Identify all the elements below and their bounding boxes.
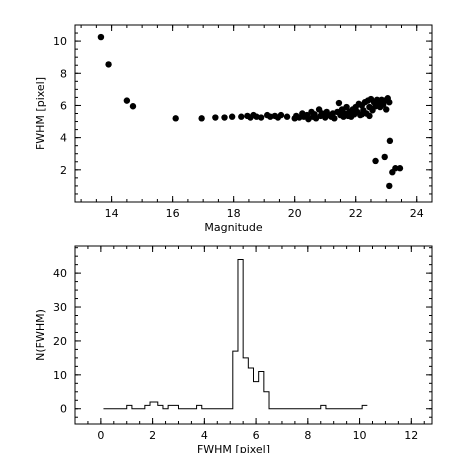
- data-point: [331, 115, 338, 122]
- data-point: [238, 113, 245, 120]
- y-tick-label: 20: [53, 335, 67, 348]
- x-tick-label: 4: [201, 429, 208, 442]
- data-point: [392, 165, 399, 172]
- data-point: [198, 115, 205, 122]
- data-point: [172, 115, 179, 122]
- y-tick-label: 8: [60, 67, 67, 80]
- y-tick-label: 10: [53, 35, 67, 48]
- data-point: [129, 103, 137, 110]
- data-point: [228, 113, 236, 120]
- y-tick-label: 30: [53, 301, 67, 314]
- data-point: [123, 97, 131, 104]
- data-point: [257, 114, 265, 121]
- y-axis-title: FWHM [pixel]: [34, 77, 47, 150]
- y-tick-label: 10: [53, 369, 67, 382]
- x-tick-label: 12: [404, 429, 418, 442]
- data-point: [105, 61, 112, 68]
- data-point: [335, 99, 343, 107]
- x-tick-label: 22: [349, 207, 363, 220]
- y-axis-title: N(FWHM): [34, 309, 47, 361]
- y-tick-label: 2: [60, 164, 67, 177]
- x-tick-label: 10: [353, 429, 367, 442]
- data-point: [277, 111, 285, 119]
- histogram-line: [103, 259, 368, 410]
- data-point: [372, 157, 379, 165]
- x-tick-label: 0: [97, 429, 104, 442]
- x-tick-label: 18: [227, 207, 241, 220]
- data-point: [386, 182, 393, 190]
- x-tick-label: 24: [410, 207, 424, 220]
- y-tick-label: 6: [60, 99, 67, 112]
- y-tick-label: 0: [60, 403, 67, 416]
- plot-frame: [74, 245, 433, 425]
- data-point: [283, 113, 291, 120]
- x-tick-label: 2: [149, 429, 156, 442]
- y-tick-label: 4: [60, 132, 67, 145]
- y-tick-label: 40: [53, 267, 67, 280]
- x-tick-label: 14: [105, 207, 119, 220]
- data-point: [381, 153, 388, 161]
- x-tick-label: 8: [304, 429, 311, 442]
- data-point: [358, 111, 366, 118]
- data-point: [366, 112, 373, 120]
- x-tick-label: 6: [253, 429, 260, 442]
- data-point: [97, 33, 105, 41]
- data-point: [396, 165, 404, 172]
- data-point: [383, 106, 390, 113]
- x-axis-title: Magnitude: [204, 221, 263, 234]
- x-axis-title: FWHM [pixel]: [197, 443, 270, 453]
- data-point: [386, 99, 393, 106]
- fwhm-histogram: 0 2 4 6 8 10 12 0 10 20 30 40 FWHM [pixel] N(FWHM): [34, 245, 433, 453]
- data-point: [343, 103, 350, 111]
- data-point: [221, 114, 228, 121]
- data-point: [212, 114, 219, 121]
- data-point: [386, 137, 394, 145]
- x-tick-label: 20: [288, 207, 302, 220]
- x-tick-label: 16: [166, 207, 180, 220]
